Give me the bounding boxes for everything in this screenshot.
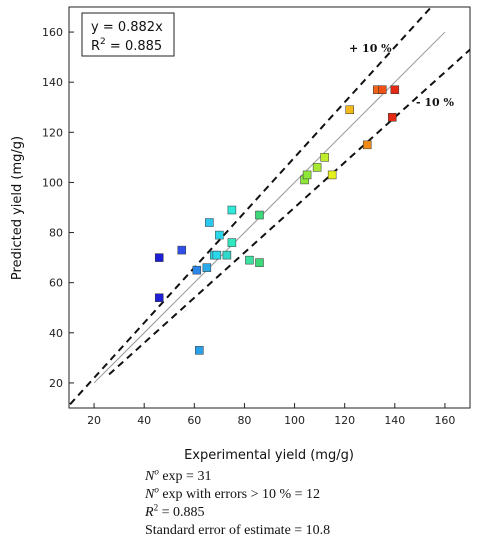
stat-n-errors: No exp with errors > 10 % = 12 (145, 484, 321, 502)
data-point (222, 250, 232, 260)
data-point (202, 263, 212, 272)
data-point (154, 253, 164, 262)
x-tick-label: 40 (137, 414, 151, 427)
data-point (212, 250, 222, 260)
data-point (177, 245, 187, 255)
y-tick-label: 140 (42, 76, 63, 89)
ticks: 20 40 60 80 100 120 140 160 20 40 60 80 100 120 140 160 (42, 26, 455, 427)
y-tick-label: 80 (49, 227, 63, 240)
data-point (312, 163, 322, 172)
fit-line (93, 31, 446, 384)
data-point (215, 230, 224, 240)
data-point (345, 105, 354, 115)
band-label-plus: + 10 % (349, 42, 392, 55)
data-point (362, 140, 372, 150)
band-label-minus: - 10 % (416, 96, 455, 109)
x-tick-label: 140 (384, 414, 405, 427)
x-tick-label: 80 (237, 414, 251, 427)
y-tick-label: 100 (42, 176, 63, 189)
data-point (255, 258, 264, 267)
data-point (327, 170, 337, 180)
x-tick-label: 100 (284, 414, 305, 427)
data-point (195, 346, 204, 355)
data-point (388, 113, 397, 122)
chart-area: 20 40 60 80 100 120 140 160 20 40 60 80 100 120 140 160… (10, 6, 471, 463)
y-axis-title: Predicted yield (mg/g) (10, 136, 25, 280)
x-tick-label: 120 (334, 414, 355, 427)
legend-line-2: R2 = 0.885 (91, 37, 162, 54)
stat-standard-error: Standard error of estimate = 10.8 (145, 523, 331, 538)
x-axis-title: Experimental yield (mg/g) (184, 448, 354, 463)
statistics-block: No exp = 31 No exp with errors > 10 % = … (145, 466, 475, 540)
x-tick-label: 20 (87, 414, 101, 427)
x-tick-label: 60 (187, 414, 201, 427)
lower-band-line (108, 48, 470, 376)
data-point (205, 218, 214, 227)
x-tick-label: 160 (434, 414, 455, 427)
y-tick-label: 160 (42, 26, 63, 39)
data-points (154, 85, 400, 355)
legend-line-1: y = 0.882x (91, 20, 163, 35)
stat-r-squared: R2 = 0.885 (145, 502, 205, 520)
data-point (227, 205, 237, 215)
data-point (320, 153, 329, 162)
data-point (302, 170, 312, 180)
y-tick-label: 40 (49, 327, 63, 340)
legend-frame (81, 12, 175, 57)
upper-band-line (69, 7, 431, 407)
y-tick-label: 60 (49, 277, 63, 290)
data-point (255, 210, 264, 220)
data-point (245, 255, 254, 265)
y-tick-label: 20 (49, 377, 63, 390)
equation-legend: y = 0.882x R2 = 0.885 (81, 12, 175, 57)
data-point (154, 293, 164, 302)
stat-n-exp: No exp = 31 (145, 466, 212, 484)
data-point (390, 85, 400, 94)
plot-frame (68, 6, 471, 409)
data-point (378, 85, 387, 94)
y-tick-label: 120 (42, 126, 63, 139)
data-point (227, 238, 237, 247)
reference-lines (69, 7, 470, 407)
scatter-chart: 20 40 60 80 100 120 140 160 20 40 60 80 100 120 140 160… (10, 6, 471, 463)
data-point (192, 265, 202, 275)
